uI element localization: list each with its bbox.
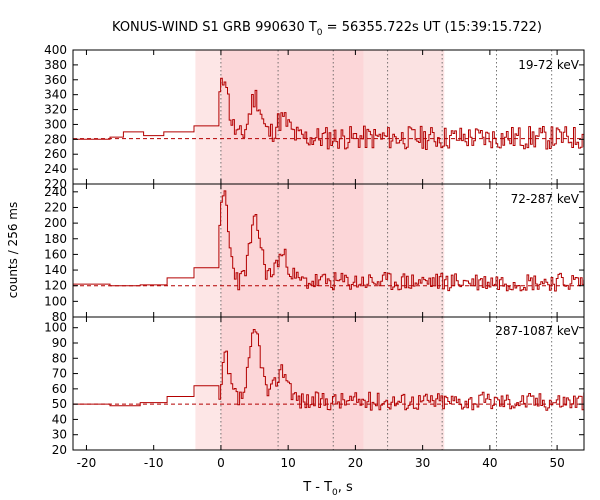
x-tick-label: 50: [549, 456, 564, 470]
shaded-regions: [195, 50, 445, 450]
x-tick-label: 10: [281, 456, 296, 470]
panel-frame: [72, 316, 585, 451]
x-tick-label: -20: [77, 456, 97, 470]
y-tick-label: 240: [44, 162, 67, 176]
y-tick-label: 60: [52, 382, 67, 396]
chart-title: KONUS-WIND S1 GRB 990630 T0 = 56355.722s…: [112, 20, 542, 38]
chart-title-main: KONUS-WIND S1 GRB 990630 T: [112, 20, 317, 35]
panel-frames: [72, 49, 585, 451]
y-tick-label: 360: [44, 73, 67, 87]
y-tick-label: 20: [52, 443, 67, 457]
x-tick-label: 0: [217, 456, 225, 470]
shaded-region: [363, 50, 445, 184]
axis-ticks: 2202402602803003203403603804008010012014…: [44, 43, 584, 470]
y-tick-label: 320: [44, 103, 67, 117]
y-tick-label: 50: [52, 397, 67, 411]
chart-title-rest: = 56355.722s UT (15:39:15.722): [323, 20, 542, 35]
y-tick-label: 70: [52, 367, 67, 381]
x-tick-label: -10: [144, 456, 164, 470]
x-axis-label: T - T0, s: [302, 480, 353, 498]
y-tick-label: 140: [44, 263, 67, 277]
x-tick-label: 40: [482, 456, 497, 470]
y-tick-label: 340: [44, 88, 67, 102]
y-tick-label: 80: [52, 310, 67, 324]
shaded-region: [220, 317, 364, 450]
y-tick-label: 100: [44, 321, 67, 335]
shaded-region: [363, 184, 445, 317]
light-curve-line: [73, 77, 585, 150]
y-tick-label: 80: [52, 351, 67, 365]
y-tick-label: 220: [44, 177, 67, 191]
light-curves: [73, 77, 585, 411]
y-tick-label: 400: [44, 43, 67, 57]
x-axis-label-subscript: 0: [332, 488, 338, 498]
y-tick-label: 220: [44, 200, 67, 214]
light-curve-line: [73, 329, 585, 411]
panel-2-energy-label: 72-287 keV: [511, 192, 580, 206]
y-tick-label: 300: [44, 117, 67, 131]
y-tick-label: 120: [44, 279, 67, 293]
y-axis-label: counts / 256 ms: [6, 202, 20, 298]
light-curve-line: [73, 190, 585, 292]
chart-title-subscript: 0: [317, 28, 323, 38]
shaded-region: [220, 184, 364, 317]
shaded-region: [220, 50, 364, 184]
y-tick-label: 40: [52, 412, 67, 426]
shaded-region: [363, 317, 445, 450]
panel-3-energy-label: 287-1087 keV: [495, 324, 579, 338]
x-axis-label-main: T - T: [302, 480, 332, 495]
x-tick-label: 20: [348, 456, 363, 470]
panel-1-energy-label: 19-72 keV: [518, 58, 580, 72]
y-tick-label: 200: [44, 216, 67, 230]
x-tick-label: 30: [415, 456, 430, 470]
y-tick-label: 180: [44, 232, 67, 246]
y-tick-label: 30: [52, 428, 67, 442]
y-tick-label: 280: [44, 132, 67, 146]
y-tick-label: 100: [44, 294, 67, 308]
y-tick-label: 240: [44, 185, 67, 199]
y-tick-label: 380: [44, 58, 67, 72]
x-axis-label-rest: , s: [338, 480, 353, 495]
y-tick-label: 260: [44, 147, 67, 161]
y-tick-label: 160: [44, 247, 67, 261]
y-tick-label: 90: [52, 336, 67, 350]
